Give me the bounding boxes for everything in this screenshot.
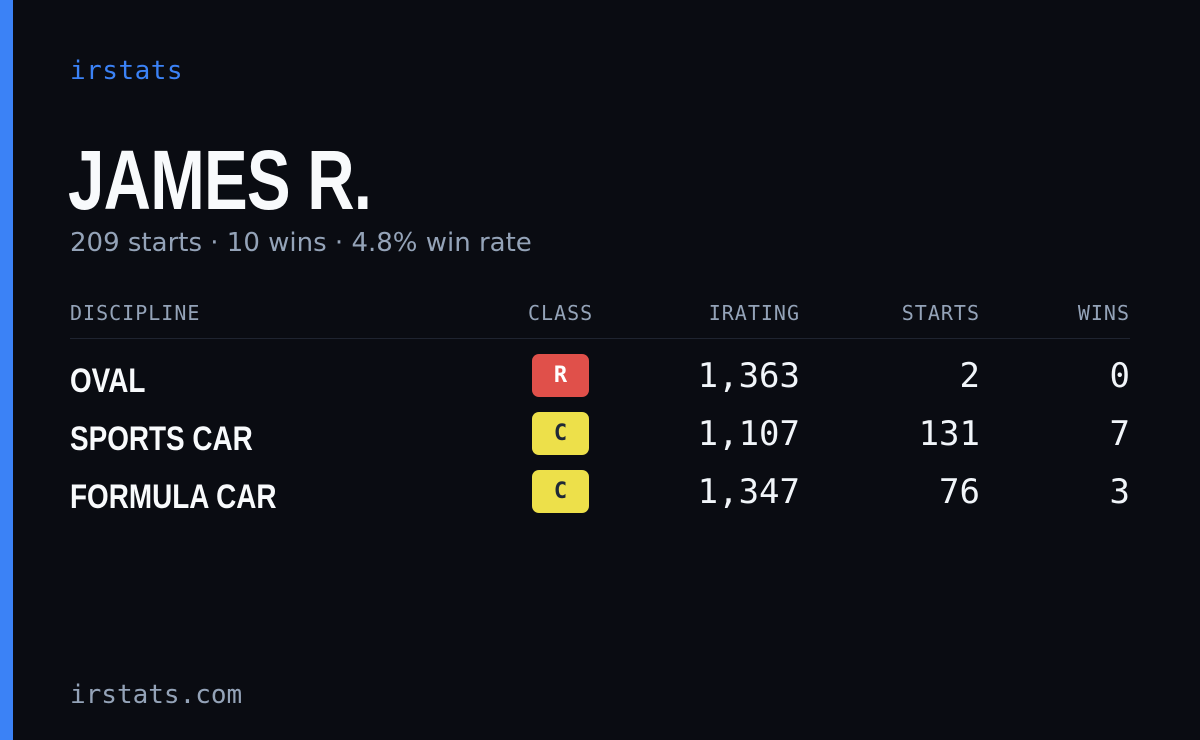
discipline-label: SPORTS CAR bbox=[70, 420, 253, 458]
wins-value: 3 bbox=[1109, 472, 1130, 512]
discipline-label: OVAL bbox=[70, 362, 146, 400]
table-row: SPORTS CAR C 1,107 131 7 bbox=[70, 410, 1130, 468]
irating-value: 1,107 bbox=[697, 414, 800, 454]
table-row: FORMULA CAR C 1,347 76 3 bbox=[70, 468, 1130, 526]
wins-value: 7 bbox=[1109, 414, 1130, 454]
discipline-label: FORMULA CAR bbox=[70, 478, 277, 516]
header-irating: IRATING bbox=[708, 301, 800, 325]
starts-value: 76 bbox=[939, 472, 980, 512]
class-badge: C bbox=[532, 412, 589, 455]
class-badge: C bbox=[532, 470, 589, 513]
starts-value: 131 bbox=[918, 414, 980, 454]
header-class: CLASS bbox=[528, 301, 594, 325]
driver-summary: 209 starts · 10 wins · 4.8% win rate bbox=[70, 228, 532, 258]
driver-name: JAMES R. bbox=[68, 133, 372, 227]
header-discipline: DISCIPLINE bbox=[70, 301, 201, 325]
accent-bar bbox=[0, 0, 13, 740]
irating-value: 1,347 bbox=[697, 472, 800, 512]
header-starts: STARTS bbox=[901, 301, 980, 325]
class-badge: R bbox=[532, 354, 589, 397]
brand-logo-text: irstats bbox=[70, 56, 184, 86]
wins-value: 0 bbox=[1109, 356, 1130, 396]
header-wins: WINS bbox=[1077, 301, 1130, 325]
table-row: OVAL R 1,363 2 0 bbox=[70, 352, 1130, 410]
footer-url: irstats.com bbox=[70, 680, 243, 710]
stats-table-header: DISCIPLINE CLASS IRATING STARTS WINS bbox=[70, 300, 1130, 339]
starts-value: 2 bbox=[959, 356, 980, 396]
irating-value: 1,363 bbox=[697, 356, 800, 396]
